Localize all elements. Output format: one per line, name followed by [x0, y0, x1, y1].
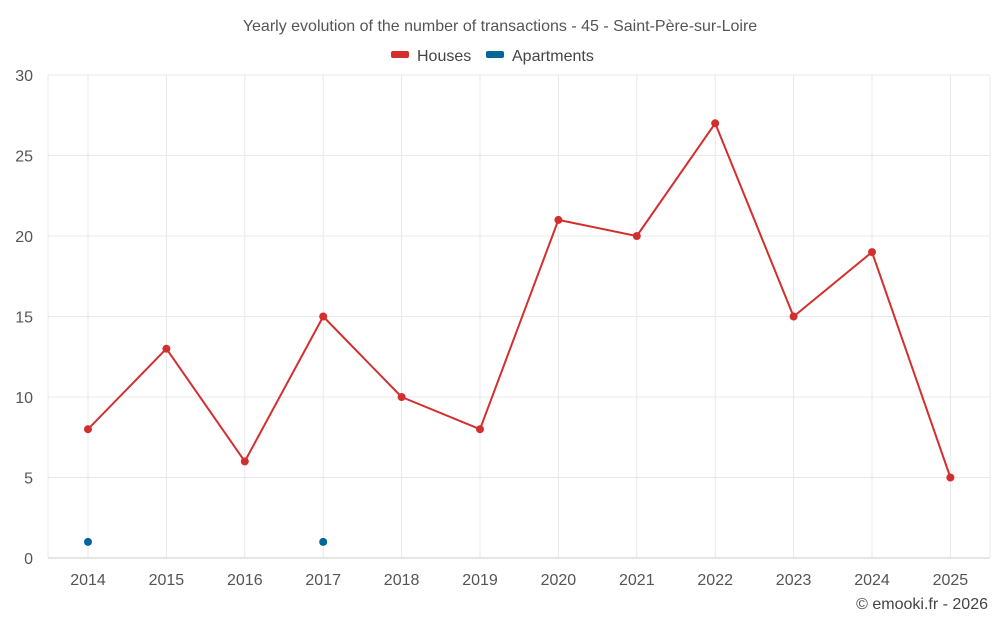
- x-tick-label: 2022: [697, 572, 733, 589]
- y-tick-label: 20: [15, 229, 33, 246]
- data-point-houses-2016[interactable]: [240, 457, 249, 466]
- data-point-houses-2014[interactable]: [84, 425, 92, 434]
- data-point-houses-2018[interactable]: [397, 393, 406, 401]
- series-line-houses: [87, 122, 952, 478]
- data-point-houses-2020[interactable]: [554, 215, 563, 224]
- data-point-houses-2015[interactable]: [162, 344, 171, 353]
- legend-item-apartments[interactable]: Apartments: [486, 48, 594, 65]
- credit-text: © emooki.fr - 2026: [856, 596, 988, 613]
- x-tick-label: 2016: [227, 572, 263, 589]
- y-tick-label: 5: [24, 471, 33, 488]
- x-tick-label: 2023: [776, 572, 812, 589]
- data-point-houses-2025[interactable]: [946, 473, 955, 482]
- legend-label-apartments: Apartments: [512, 48, 594, 65]
- series-houses: [84, 119, 955, 482]
- data-point-houses-2023[interactable]: [789, 312, 798, 321]
- x-tick-label: 2015: [149, 572, 185, 589]
- y-tick-label: 30: [15, 68, 33, 85]
- legend-item-houses[interactable]: Houses: [391, 48, 471, 65]
- x-tick-label: 2017: [305, 572, 341, 589]
- y-tick-label: 15: [15, 310, 33, 327]
- x-tick-label: 2018: [384, 572, 420, 589]
- data-point-houses-2024[interactable]: [868, 248, 876, 257]
- series: [84, 119, 955, 546]
- chart-title: Yearly evolution of the number of transa…: [243, 18, 757, 35]
- series-apartments: [84, 537, 328, 546]
- legend: Houses Apartments: [391, 48, 594, 65]
- grid: [47, 74, 991, 558]
- y-tick-label: 0: [24, 551, 33, 568]
- data-point-houses-2021[interactable]: [632, 232, 641, 240]
- data-point-houses-2022[interactable]: [711, 119, 720, 128]
- x-tick-label: 2014: [70, 572, 106, 589]
- y-tick-label: 25: [15, 149, 33, 166]
- legend-swatch-apartments: [486, 51, 504, 58]
- x-tick-label: 2020: [541, 572, 577, 589]
- x-tick-label: 2025: [933, 572, 969, 589]
- x-tick-label: 2024: [854, 572, 890, 589]
- data-point-houses-2019[interactable]: [476, 425, 484, 434]
- x-tick-label: 2019: [462, 572, 498, 589]
- legend-swatch-houses: [391, 51, 409, 58]
- data-point-houses-2017[interactable]: [319, 312, 328, 321]
- y-tick-label: 10: [15, 390, 33, 407]
- x-tick-label: 2021: [619, 572, 655, 589]
- data-point-apartments-2017[interactable]: [319, 537, 328, 546]
- data-point-apartments-2014[interactable]: [84, 537, 92, 546]
- legend-label-houses: Houses: [417, 48, 471, 65]
